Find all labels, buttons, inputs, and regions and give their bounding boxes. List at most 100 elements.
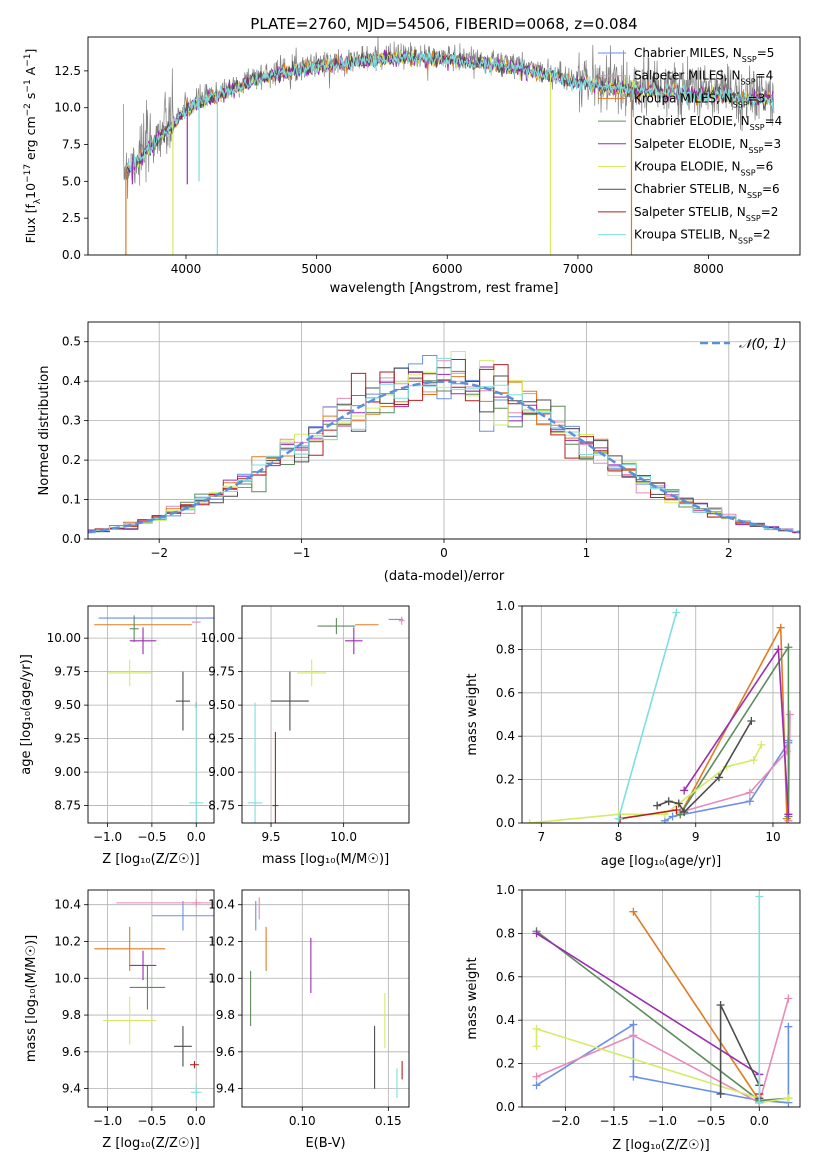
- plus-marker: [716, 1001, 725, 1010]
- error-bar-point: [398, 616, 405, 625]
- x-axis-label: mass [log₁₀(M/M☉)]: [262, 852, 389, 867]
- y-tick-label: 8.75: [208, 799, 235, 813]
- legend-entry: Kroupa ELODIE, NSSP=6: [598, 160, 773, 177]
- plus-marker: [757, 740, 766, 749]
- x-tick-label: 1: [583, 546, 591, 560]
- plot-area: [532, 892, 793, 1107]
- y-tick-label: 9.4: [62, 1082, 81, 1096]
- plus-marker: [776, 623, 785, 632]
- legend-label: Kroupa MILES, NSSP=3: [634, 91, 765, 109]
- y-tick-label: 9.00: [208, 765, 235, 779]
- mass-weight-series: [532, 994, 793, 1107]
- spectrum-model-line: [125, 49, 774, 173]
- y-tick-label: 9.6: [62, 1045, 81, 1059]
- y-tick-label: 0.2: [496, 773, 515, 787]
- y-tick-label: 0.4: [62, 374, 81, 388]
- y-tick-label: 10.2: [54, 934, 81, 948]
- x-tick-label: −1.0: [93, 1114, 122, 1128]
- series-line: [536, 998, 790, 1104]
- legend-entry: Salpeter STELIB, NSSP=2: [598, 205, 778, 222]
- y-tick-label: 8.75: [54, 799, 81, 813]
- y-tick-label: 9.00: [54, 765, 81, 779]
- plus-marker: [680, 786, 689, 795]
- y-axis-label: mass [log₁₀(M/M☉)]: [24, 935, 39, 1062]
- plus-marker: [784, 1094, 793, 1103]
- panel-mass_weight_vs_Z: −2.0 −1.5 −1.0 −0.5 0.0 0.0 0.2 0.4 0.6 0.8 1.0 Z […: [465, 883, 801, 1153]
- histogram-step: [88, 370, 800, 533]
- plus-marker: [532, 1072, 541, 1081]
- error-bar-point: [129, 965, 166, 1010]
- y-tick-label: 5.0: [62, 174, 81, 188]
- normal-curve: [88, 380, 800, 534]
- plus-marker: [745, 788, 754, 797]
- panel-residuals: −2 −1 0 1 2 0.0 0.1 0.2 0.3 0.4 0.5 (data-model)/er…: [37, 321, 801, 584]
- plus-marker: [664, 797, 673, 806]
- series-line: [679, 644, 790, 817]
- error-bar-point: [297, 659, 327, 687]
- x-axis-label: Z [log₁₀(Z/Z☉)]: [102, 1136, 199, 1151]
- y-tick-label: 10.4: [208, 898, 235, 912]
- y-tick-label: 9.25: [54, 732, 81, 746]
- error-bar-point: [317, 618, 356, 635]
- series-line: [619, 809, 677, 820]
- plot-area: [250, 897, 403, 1098]
- legend-label: 𝒩(0, 1): [739, 337, 786, 352]
- x-tick-label: 8: [615, 830, 623, 844]
- y-axis-label: mass weight: [465, 673, 480, 755]
- y-tick-label: 9.8: [216, 1008, 235, 1022]
- plus-marker: [525, 819, 534, 823]
- plus-marker: [784, 810, 793, 819]
- plus-marker: [629, 1031, 638, 1040]
- plus-marker: [749, 756, 758, 765]
- x-tick-label: 0.15: [375, 1114, 402, 1128]
- y-tick-label: 0.8: [496, 926, 515, 940]
- plot-area: [122, 37, 775, 255]
- x-tick-label: −1.5: [599, 1114, 628, 1128]
- y-tick-label: 0.2: [62, 453, 81, 467]
- y-tick-label: 1.0: [496, 883, 515, 897]
- x-axis-label: Z [log₁₀(Z/Z☉)]: [612, 1138, 709, 1153]
- spectrum-model-line: [125, 50, 774, 172]
- y-tick-label: 10.0: [54, 101, 81, 115]
- axes-frame: [241, 605, 410, 824]
- legend-entry: Kroupa STELIB, NSSP=2: [598, 228, 771, 245]
- panel-age_vs_Z: −1.0 −0.5 0.0 8.75 9.00 9.25 9.50 9.75 10.00 Z [l…: [19, 605, 215, 867]
- error-bar-point: [190, 1061, 199, 1069]
- series-line: [617, 612, 678, 819]
- error-bar-point: [191, 899, 201, 907]
- x-tick-label: 0.0: [187, 830, 206, 844]
- plus-marker: [672, 608, 681, 617]
- plus-marker: [532, 1042, 541, 1051]
- error-bar-point: [94, 926, 166, 971]
- legend-entry: Chabrier STELIB, NSSP=6: [598, 182, 780, 200]
- legend-entry: Salpeter ELODIE, NSSP=3: [598, 137, 781, 154]
- error-bar-point: [129, 627, 157, 655]
- x-axis-label: wavelength [Angstrom, rest frame]: [330, 281, 559, 296]
- y-tick-label: 0.5: [62, 335, 81, 349]
- y-tick-label: 0.0: [496, 816, 515, 830]
- x-tick-label: 0.10: [289, 1114, 316, 1128]
- error-bar-point: [272, 731, 279, 823]
- x-tick-label: 10.0: [330, 830, 357, 844]
- plot-area: [94, 615, 214, 823]
- y-tick-label: 10.4: [54, 898, 81, 912]
- x-axis-label: E(B-V): [305, 1136, 345, 1151]
- legend-label: Chabrier STELIB, NSSP=6: [634, 182, 780, 200]
- y-tick-label: 0.2: [496, 1057, 515, 1071]
- legend-entry: Chabrier ELODIE, NSSP=4: [598, 114, 782, 132]
- plus-marker: [532, 1081, 541, 1090]
- panel-age_vs_mass: 9.5 10.0 8.75 9.00 9.25 9.50 9.75 10.00 mass [lo…: [201, 605, 410, 867]
- legend-label: Chabrier ELODIE, NSSP=4: [634, 114, 782, 132]
- plot-area: [94, 899, 214, 1100]
- mass-weight-series: [755, 892, 764, 1107]
- plot-area: [88, 351, 800, 534]
- mass-weight-series: [525, 740, 766, 823]
- x-tick-label: 7000: [563, 262, 594, 276]
- y-tick-label: 9.4: [216, 1082, 235, 1096]
- y-tick-label: 9.50: [54, 698, 81, 712]
- y-tick-label: 0.8: [496, 642, 515, 656]
- axes-frame: [87, 36, 801, 256]
- y-tick-label: 0.6: [496, 970, 515, 984]
- plus-marker: [532, 929, 541, 938]
- error-bar-point: [151, 901, 214, 931]
